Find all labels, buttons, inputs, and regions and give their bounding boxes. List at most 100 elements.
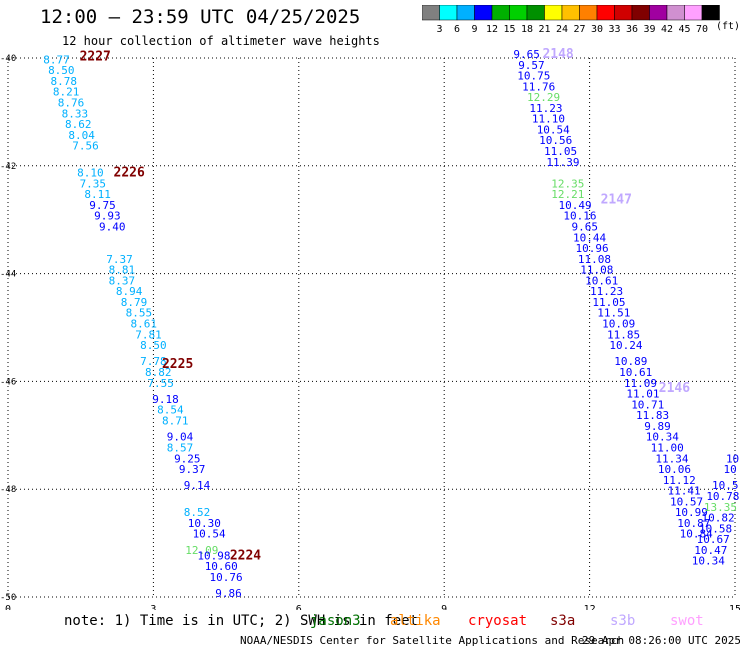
wave-height-plot: 0 3 6 9 12 15-40-42-44-46-48-508.778.508.788.… — [0, 47, 740, 610]
track-number-label: 2224 — [230, 548, 261, 563]
wave-height-label: 8.54 — [157, 404, 184, 417]
x-tick-label: 15 — [729, 604, 740, 610]
y-tick-label: -42 — [0, 162, 16, 172]
wave-height-label: 11.41 — [668, 485, 701, 498]
wave-height-label: 11.00 — [651, 441, 684, 454]
wave-height-label: 11.39 — [546, 156, 579, 169]
wave-height-label: 10.78 — [706, 490, 739, 503]
footnote: note: 1) Time is in UTC; 2) SWH is in fe… — [64, 613, 419, 629]
wave-height-label: 8.81 — [109, 264, 136, 277]
wave-height-label: 10.56 — [539, 134, 572, 147]
wave-height-label: 10.99 — [675, 506, 708, 519]
wave-height-label: 11.34 — [655, 452, 688, 465]
wave-height-label: 10.54 — [193, 528, 226, 541]
wave-height-label: 11.08 — [578, 253, 611, 266]
wave-height-label: 8.10 — [77, 167, 104, 180]
wave-height-label: 11.10 — [532, 113, 565, 126]
y-tick-label: -50 — [0, 593, 16, 603]
wave-height-label: 8.94 — [116, 285, 143, 298]
wave-height-label: 10.76 — [210, 571, 243, 584]
x-tick-label: 9 — [441, 604, 447, 610]
wave-height-label: 11.85 — [607, 328, 640, 341]
wave-height-label: 8.52 — [184, 506, 211, 519]
track-number-label: 2225 — [162, 357, 193, 372]
credit-line: NOAA/NESDIS Center for Satellite Applica… — [240, 634, 625, 647]
wave-height-label: 10.71 — [631, 398, 664, 411]
wave-height-label: 9.57 — [518, 59, 545, 72]
color-scale-swatch — [701, 5, 720, 21]
color-scale-unit: (ft) — [716, 21, 740, 32]
color-scale-label: 18 — [521, 24, 533, 35]
wave-height-label: 9.25 — [174, 452, 201, 465]
wave-height-label: 8.21 — [53, 86, 80, 99]
wave-height-label: 9.18 — [152, 393, 179, 406]
color-scale-label: 3 — [436, 24, 442, 35]
legend-item-s3a: s3a — [550, 613, 576, 629]
track-number-label: 2227 — [80, 50, 111, 65]
wave-height-label: 8.37 — [109, 274, 136, 287]
wave-height-label: 11.12 — [663, 474, 696, 487]
wave-height-label: 10.09 — [602, 318, 635, 331]
wave-height-label: 10.34 — [692, 555, 725, 568]
wave-height-label: 12.29 — [527, 91, 560, 104]
wave-height-label: 9.04 — [167, 431, 194, 444]
wave-height-label: 8.04 — [68, 129, 95, 142]
wave-height-label: 8.71 — [162, 415, 189, 428]
wave-height-label: 11.23 — [529, 102, 562, 115]
y-tick-label: -48 — [0, 485, 16, 495]
wave-height-label: 10.98 — [197, 549, 230, 562]
color-scale-label: 6 — [454, 24, 460, 35]
wave-height-label: 10.75 — [517, 70, 550, 83]
y-tick-label: -40 — [0, 54, 16, 64]
color-scale-label: 9 — [471, 24, 477, 35]
wave-height-label: 8.50 — [48, 64, 75, 77]
wave-height-label: 8.50 — [140, 339, 167, 352]
wave-height-label: 10.61 — [585, 274, 618, 287]
wave-height-label: 8.33 — [62, 107, 89, 120]
color-scale-label: 15 — [503, 24, 515, 35]
track-number-label: 2226 — [114, 166, 145, 181]
wave-height-label: 11.01 — [626, 388, 659, 401]
wave-height-label: 10.60 — [205, 560, 238, 573]
timestamp: 29 Apr 08:26:00 UTC 2025 — [582, 634, 740, 647]
wave-height-label: 11.08 — [580, 264, 613, 277]
wave-height-label: 10.58 — [699, 522, 732, 535]
wave-height-label: 7.37 — [106, 253, 133, 266]
y-tick-label: -44 — [0, 270, 16, 280]
wave-height-label: 10.06 — [658, 463, 691, 476]
wave-height-label: 10.16 — [563, 210, 596, 223]
color-scale-label: 45 — [678, 24, 690, 35]
wave-height-label: 10.96 — [575, 242, 608, 255]
wave-height-label: 10.84 — [680, 528, 713, 541]
wave-height-label: 11.09 — [624, 377, 657, 390]
wave-height-label: 11.51 — [597, 307, 630, 320]
wave-height-label: 7.35 — [80, 177, 107, 190]
wave-height-label: 10.67 — [697, 533, 730, 546]
x-tick-label: 6 — [296, 604, 302, 610]
color-scale-label: 70 — [696, 24, 708, 35]
legend-item-s3b: s3b — [610, 613, 636, 629]
color-scale-label: 27 — [573, 24, 585, 35]
wave-height-label: 10.57 — [670, 495, 703, 508]
wave-height-label: 11.83 — [636, 409, 669, 422]
wave-height-label: 12.35 — [551, 177, 584, 190]
wave-height-label: 9.65 — [572, 220, 599, 233]
wave-height-label: 8.61 — [130, 318, 157, 331]
x-tick-label: 0 — [5, 604, 11, 610]
legend-item-swot: swot — [670, 613, 704, 629]
wave-height-label: 8.78 — [50, 75, 77, 88]
wave-height-label: 10 — [726, 452, 739, 465]
wave-height-label: 8.79 — [121, 296, 148, 309]
wave-height-label: 11.76 — [522, 80, 555, 93]
color-scale-label: 33 — [608, 24, 620, 35]
wave-height-label: 9.86 — [215, 587, 242, 600]
wave-height-label: 10.47 — [694, 544, 727, 557]
track-number-label: 2146 — [659, 381, 690, 396]
wave-height-label: 7.56 — [72, 140, 99, 153]
wave-height-label: 10.61 — [619, 366, 652, 379]
wave-height-label: 10.89 — [614, 355, 647, 368]
legend-item-jason3: jason3 — [310, 613, 361, 629]
wave-height-label: 9.37 — [179, 463, 206, 476]
wave-height-label: 9.93 — [94, 210, 121, 223]
wave-height-label: 8.77 — [43, 53, 70, 66]
